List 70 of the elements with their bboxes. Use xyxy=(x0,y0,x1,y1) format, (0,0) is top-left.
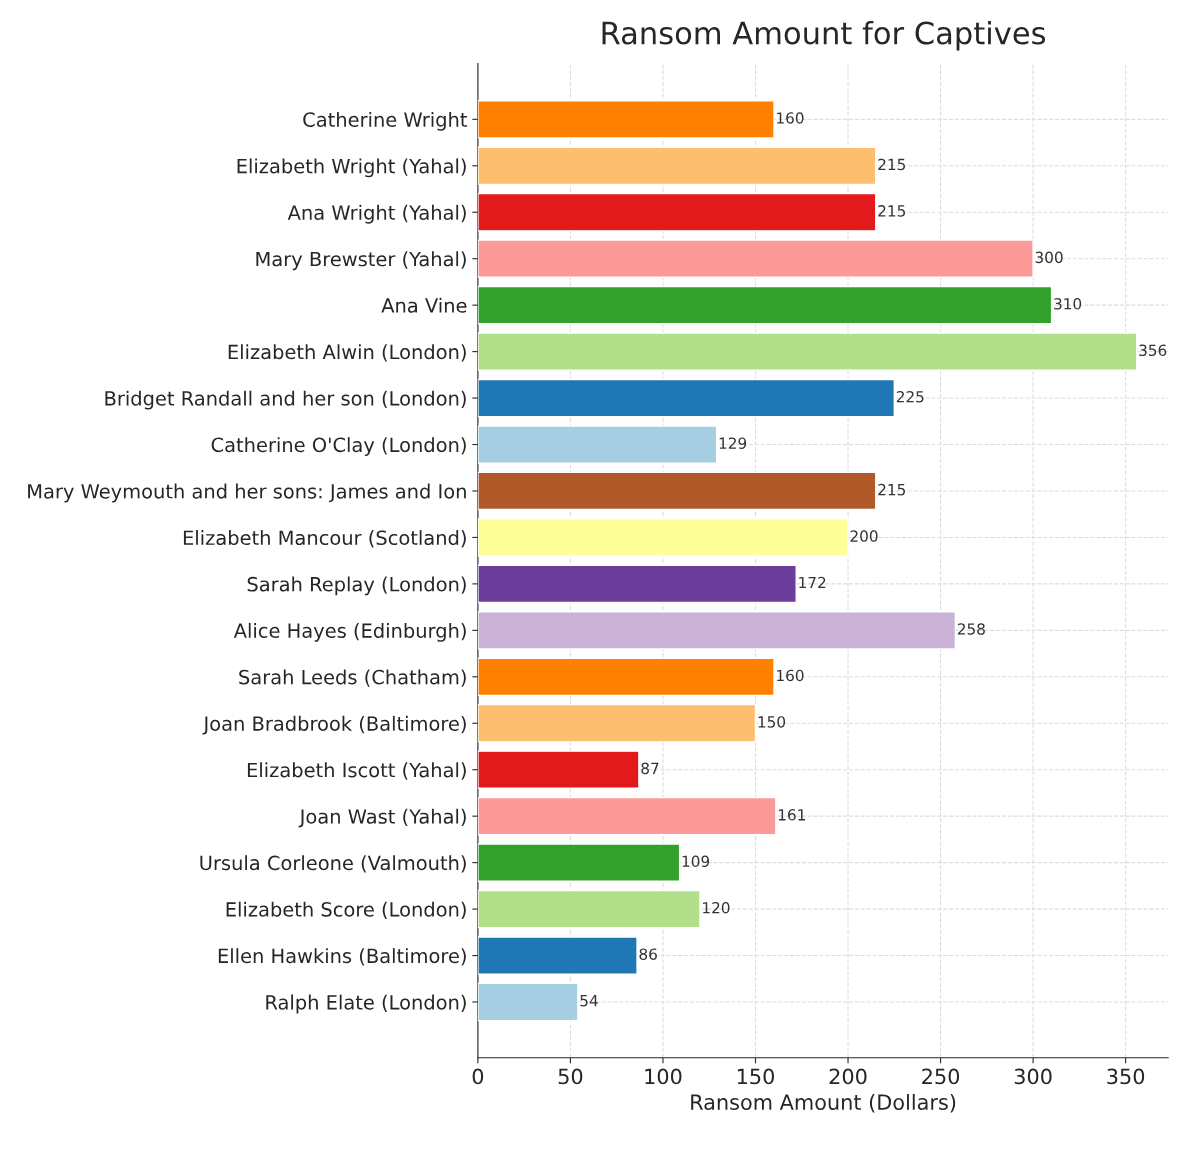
bar xyxy=(477,889,701,929)
bar xyxy=(477,611,957,650)
bar xyxy=(477,146,877,186)
y-tick-label: Mary Brewster (Yahal) xyxy=(256,251,466,271)
data-label: 200 xyxy=(850,530,878,542)
x-tick-label: 200 xyxy=(829,1068,867,1085)
data-label: 258 xyxy=(957,623,985,635)
x-tick-label: 100 xyxy=(645,1068,682,1085)
y-tick-label: Sarah Replay (London) xyxy=(247,576,466,596)
data-label: 300 xyxy=(1035,251,1063,264)
bar xyxy=(477,750,640,789)
y-tick-label: Catherine O'Clay (London) xyxy=(211,437,466,456)
bar xyxy=(477,100,775,139)
data-label: 129 xyxy=(719,437,747,449)
data-label: 86 xyxy=(639,948,657,960)
data-label: 120 xyxy=(703,901,730,914)
bar xyxy=(477,518,849,557)
bar xyxy=(477,239,1034,278)
data-label: 161 xyxy=(778,809,805,821)
bar xyxy=(477,982,579,1022)
data-label: 215 xyxy=(878,205,906,217)
chart-title: Ransom Amount for Captives xyxy=(602,20,1046,51)
y-tick-label: Elizabeth Iscott (Yahal) xyxy=(247,762,466,780)
bar xyxy=(477,657,775,697)
bar xyxy=(477,564,797,604)
x-tick-label: 300 xyxy=(1014,1068,1052,1085)
bar xyxy=(477,285,1053,325)
data-label: 356 xyxy=(1139,344,1167,357)
bar xyxy=(477,796,777,836)
bar xyxy=(477,378,895,418)
bar xyxy=(477,471,877,511)
y-tick-label: Catherine Wright xyxy=(303,111,468,131)
data-label: 215 xyxy=(878,158,906,171)
data-label: 54 xyxy=(580,995,598,1007)
x-tick-label: 50 xyxy=(558,1068,583,1085)
y-tick-label: Elizabeth Alwin (London) xyxy=(228,344,466,362)
data-label: 215 xyxy=(878,483,906,496)
y-tick-label: Bridget Randall and her son (London) xyxy=(105,390,466,410)
y-tick-label: Elizabeth Mancour (Scotland) xyxy=(183,530,466,548)
bar xyxy=(477,843,681,882)
x-tick-label: 350 xyxy=(1107,1068,1145,1085)
y-tick-label: Sarah Leeds (Chatham) xyxy=(239,669,466,687)
bar xyxy=(477,703,757,743)
y-tick-label: Ursula Corleone (Valmouth) xyxy=(200,855,466,873)
y-tick-label: Ana Wright (Yahal) xyxy=(287,204,466,224)
x-axis-title: Ransom Amount (Dollars) xyxy=(691,1093,956,1113)
x-tick-label: 0 xyxy=(472,1068,484,1085)
data-label: 310 xyxy=(1054,298,1082,310)
bar xyxy=(477,425,718,464)
x-tick-label: 150 xyxy=(737,1068,774,1085)
y-tick-label: Ellen Hawkins (Baltimore) xyxy=(218,948,466,966)
y-tick-label: Alice Hayes (Edinburgh) xyxy=(233,622,466,642)
x-tick-label: 250 xyxy=(922,1068,960,1085)
data-label: 109 xyxy=(682,855,710,868)
y-tick-label: Joan Wast (Yahal) xyxy=(298,808,466,828)
y-tick-label: Joan Bradbrook (Baltimore) xyxy=(202,715,466,735)
y-tick-label: Ralph Elate (London) xyxy=(266,994,466,1014)
data-label: 160 xyxy=(777,669,804,682)
data-label: 87 xyxy=(641,762,659,775)
data-label: 172 xyxy=(799,576,826,589)
bar xyxy=(477,936,638,975)
data-label: 225 xyxy=(896,390,924,403)
y-tick-label: Elizabeth Wright (Yahal) xyxy=(237,158,466,178)
y-tick-label: Ana Vine xyxy=(381,297,467,313)
bar xyxy=(477,332,1138,371)
y-tick-label: Elizabeth Score (London) xyxy=(226,901,466,920)
bar xyxy=(477,192,877,232)
y-tick-label: Mary Weymouth and her sons: James and Ion xyxy=(28,483,466,503)
data-label: 150 xyxy=(758,716,786,728)
data-label: 160 xyxy=(777,112,804,124)
